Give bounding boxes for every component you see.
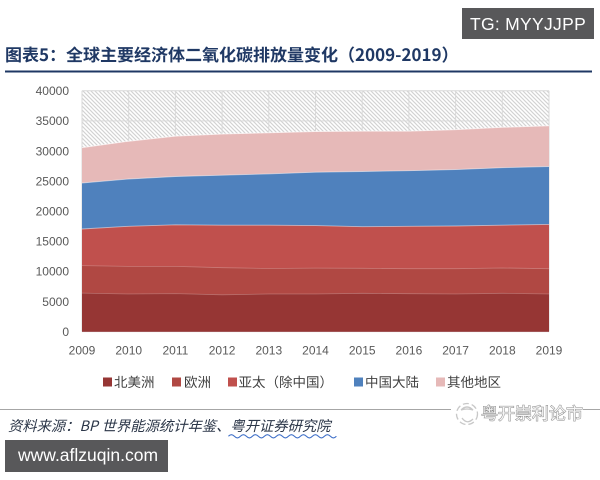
svg-text:40000: 40000: [36, 84, 70, 98]
svg-text:5000: 5000: [42, 295, 69, 309]
svg-text:2018: 2018: [489, 344, 516, 358]
svg-text:2010: 2010: [115, 344, 142, 358]
svg-text:15000: 15000: [36, 235, 70, 249]
svg-text:2009: 2009: [69, 344, 96, 358]
svg-text:25000: 25000: [36, 174, 70, 188]
svg-text:2014: 2014: [302, 344, 329, 358]
svg-text:10000: 10000: [36, 265, 70, 279]
svg-text:35000: 35000: [36, 114, 70, 128]
svg-text:0: 0: [62, 325, 69, 339]
svg-text:2019: 2019: [536, 344, 563, 358]
svg-text:2016: 2016: [396, 344, 423, 358]
svg-text:2012: 2012: [209, 344, 236, 358]
svg-text:2015: 2015: [349, 344, 376, 358]
svg-text:2011: 2011: [162, 344, 188, 358]
svg-text:2013: 2013: [255, 344, 282, 358]
svg-text:30000: 30000: [36, 144, 70, 158]
svg-text:20000: 20000: [36, 205, 70, 219]
svg-text:2017: 2017: [442, 344, 469, 358]
